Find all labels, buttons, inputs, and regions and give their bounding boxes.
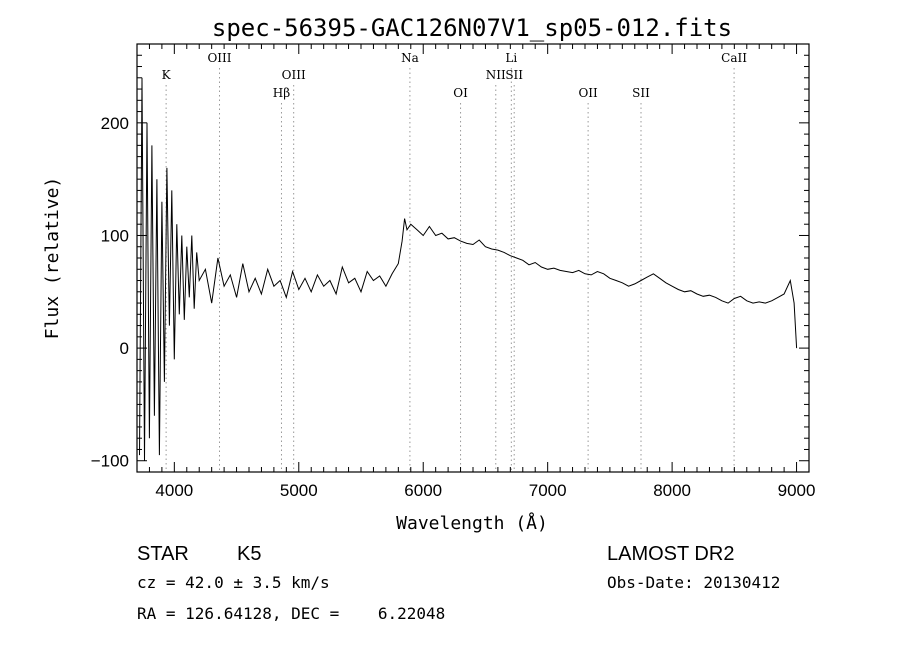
coordinates: RA = 126.64128, DEC = 6.22048 [137,604,445,623]
redshift-cz: cz = 42.0 ± 3.5 km/s [137,573,330,592]
x-axis-label: Wavelength (Å) [396,512,548,534]
spectral-line-label: Hβ [273,86,290,100]
spectral-line-label: CaII [721,51,747,65]
chart-title: spec-56395-GAC126N07V1_sp05-012.fits [212,14,732,42]
spectrum-series [139,77,798,461]
spectral-line-label: OIII [207,51,231,65]
object-subclass: K5 [237,543,261,565]
x-tick-label: 4000 [155,481,193,500]
x-tick-label: 8000 [653,481,691,500]
spectral-line-label: OI [453,86,468,100]
spectral-line-markers: K OIII Hβ OIII Na OI NII Li SII OII SII CaII [162,51,747,472]
y-tick-label: 100 [101,226,129,245]
y-tick-label: −100 [91,452,129,471]
plot-frame [136,43,810,473]
y-tick-label: 0 [120,339,129,358]
spectral-line-label: OIII [282,68,306,82]
spectral-line-label: NII [486,68,506,82]
survey-name: LAMOST DR2 [607,543,734,565]
y-tick-label: 200 [101,114,129,133]
x-axis-ticks: 4000 5000 6000 7000 8000 9000 [136,44,816,500]
x-tick-label: 7000 [529,481,567,500]
spectral-line-label: Li [505,51,517,65]
y-axis-ticks: −100 0 100 200 [91,43,809,473]
object-type: STAR [137,543,189,565]
spectral-line-label: OII [578,86,598,100]
spectral-line-label: SII [505,68,523,82]
x-tick-label: 5000 [280,481,318,500]
x-tick-label: 6000 [404,481,442,500]
spectral-line-label: Na [401,51,419,65]
spectral-line-label: SII [632,86,650,100]
y-axis-label: Flux (relative) [42,177,63,340]
spectral-line-label: K [162,68,172,82]
x-tick-label: 9000 [778,481,816,500]
spectrum-line [139,77,798,461]
observation-date: Obs-Date: 20130412 [607,573,780,592]
